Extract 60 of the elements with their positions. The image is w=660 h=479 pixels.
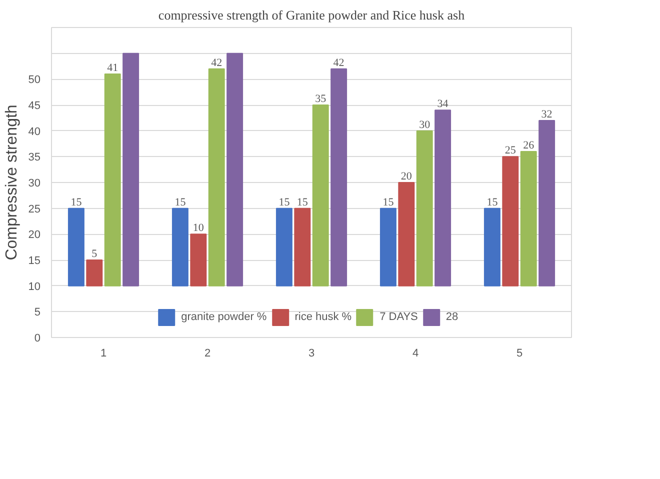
data-label: 15	[174, 196, 186, 208]
data-label: 20	[400, 170, 412, 182]
y-tick-label: 5	[34, 306, 41, 319]
bar	[434, 110, 452, 286]
legend-label: 28	[446, 311, 460, 323]
bar	[538, 120, 556, 286]
y-tick-label: 25	[28, 203, 41, 216]
y-tick-label: 35	[28, 152, 41, 164]
data-label: 25	[504, 144, 516, 157]
bar	[502, 156, 519, 286]
y-tick-label: 20	[28, 229, 41, 242]
bar	[226, 52, 244, 286]
bar	[122, 52, 140, 286]
y-tick-label: 50	[28, 74, 41, 86]
legend-label: 7 DAYS	[380, 311, 418, 323]
x-tick-label: 5	[516, 348, 523, 360]
data-label: 30	[419, 118, 431, 131]
y-tick-label: 0	[34, 332, 41, 344]
bar	[312, 104, 329, 286]
x-tick-label: 4	[412, 348, 419, 360]
bar	[330, 68, 348, 286]
data-label: 26	[523, 140, 535, 152]
bar	[208, 68, 225, 286]
data-label: 34	[437, 98, 449, 110]
bar	[398, 182, 415, 286]
bar	[520, 151, 537, 286]
y-tick-label: 40	[28, 126, 41, 138]
bar	[68, 208, 84, 286]
legend-label: rice husk %	[294, 311, 352, 323]
bar	[190, 234, 207, 286]
data-label: 15	[382, 196, 394, 208]
y-tick-label: 45	[28, 100, 41, 112]
chart-title: compressive strength of Granite powder and Rice husk ash	[158, 8, 466, 22]
bar	[484, 208, 500, 286]
data-label: 15	[278, 196, 290, 208]
y-tick-label: 30	[28, 178, 41, 190]
data-label: 5	[92, 248, 98, 260]
bar	[416, 130, 433, 286]
data-label: 42	[211, 56, 222, 69]
data-label: 42	[333, 56, 344, 69]
data-label: 41	[107, 62, 118, 74]
x-tick-label: 1	[100, 348, 107, 360]
data-label: 32	[541, 108, 552, 120]
data-label: 15	[70, 196, 82, 208]
legend-label: granite powder %	[181, 311, 267, 323]
data-label: 15	[296, 196, 308, 208]
bar	[86, 260, 103, 286]
bar	[294, 208, 311, 286]
x-tick-label: 2	[204, 348, 211, 360]
bar	[172, 208, 188, 286]
y-tick-label: 10	[28, 280, 41, 293]
data-label: 15	[486, 196, 498, 208]
bar	[104, 74, 121, 286]
y-tick-label: 15	[28, 255, 41, 267]
bar	[276, 208, 292, 286]
bar	[380, 208, 396, 286]
data-label: 35	[315, 93, 327, 105]
data-label: 10	[192, 222, 204, 234]
y-axis-title: Compressive strength	[3, 104, 20, 260]
x-tick-label: 3	[308, 348, 315, 360]
